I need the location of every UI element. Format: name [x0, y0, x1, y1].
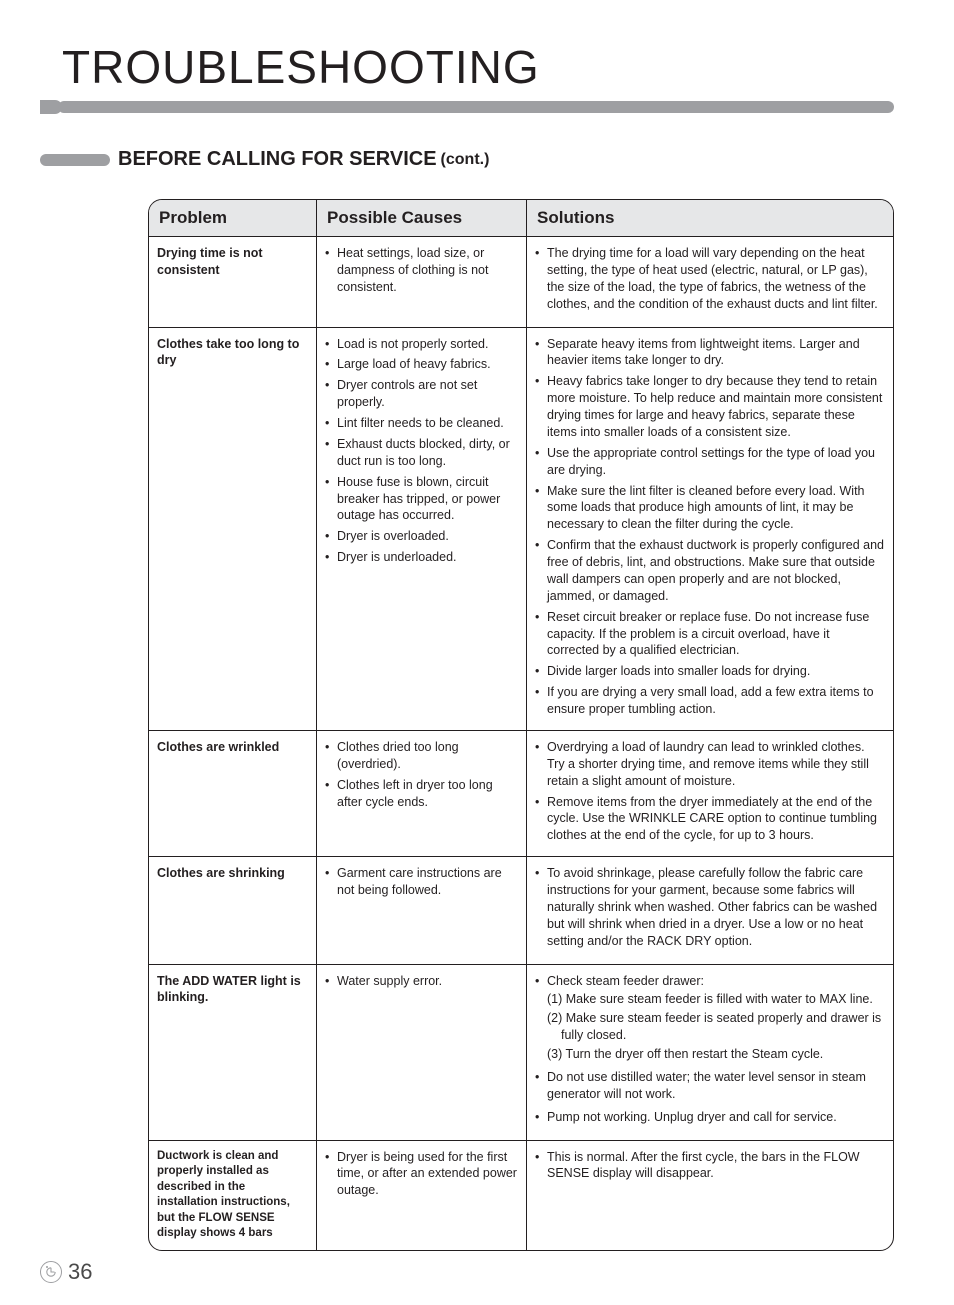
cell-solutions: Overdrying a load of laundry can lead to…: [527, 731, 893, 856]
cell-causes: Garment care instructions are not being …: [317, 857, 527, 963]
cell-problem: Clothes are shrinking: [149, 857, 317, 963]
table-row: Clothes take too long to dryLoad is not …: [149, 328, 893, 731]
page-number: 36: [68, 1259, 92, 1285]
page-footer: 36: [40, 1259, 894, 1285]
table-row: Clothes are shrinkingGarment care instru…: [149, 857, 893, 964]
lg-logo-icon: [40, 1261, 62, 1283]
table-row: The ADD WATER light is blinking.Water su…: [149, 965, 893, 1141]
cell-problem: Clothes are wrinkled: [149, 731, 317, 856]
th-causes: Possible Causes: [317, 200, 527, 236]
section-cont: (cont.): [441, 151, 490, 169]
cell-causes: Water supply error.: [317, 965, 527, 1140]
cell-causes: Dryer is being used for the first time, …: [317, 1141, 527, 1250]
cell-problem: Drying time is not consistent: [149, 237, 317, 327]
cell-problem: Ductwork is clean and properly installed…: [149, 1141, 317, 1250]
section-heading: BEFORE CALLING FOR SERVICE: [118, 148, 437, 171]
cell-solutions: The drying time for a load will vary dep…: [527, 237, 893, 327]
th-solutions: Solutions: [527, 200, 893, 236]
table-row: Clothes are wrinkledClothes dried too lo…: [149, 731, 893, 857]
cell-causes: Clothes dried too long (overdried).Cloth…: [317, 731, 527, 856]
cell-solutions: To avoid shrinkage, please carefully fol…: [527, 857, 893, 963]
cell-solutions: Separate heavy items from lightweight it…: [527, 328, 893, 730]
troubleshooting-table: Problem Possible Causes Solutions Drying…: [148, 199, 894, 1251]
section-header: BEFORE CALLING FOR SERVICE (cont.): [40, 148, 894, 171]
cell-solutions: This is normal. After the first cycle, t…: [527, 1141, 893, 1250]
table-header-row: Problem Possible Causes Solutions: [149, 200, 893, 237]
cell-causes: Heat settings, load size, or dampness of…: [317, 237, 527, 327]
table-row: Drying time is not consistentHeat settin…: [149, 237, 893, 328]
cell-solutions: Check steam feeder drawer:(1) Make sure …: [527, 965, 893, 1140]
title-divider: [40, 100, 894, 114]
cell-problem: Clothes take too long to dry: [149, 328, 317, 730]
cell-problem: The ADD WATER light is blinking.: [149, 965, 317, 1140]
th-problem: Problem: [149, 200, 317, 236]
page-title: TROUBLESHOOTING: [62, 40, 894, 94]
table-row: Ductwork is clean and properly installed…: [149, 1141, 893, 1250]
cell-causes: Load is not properly sorted.Large load o…: [317, 328, 527, 730]
